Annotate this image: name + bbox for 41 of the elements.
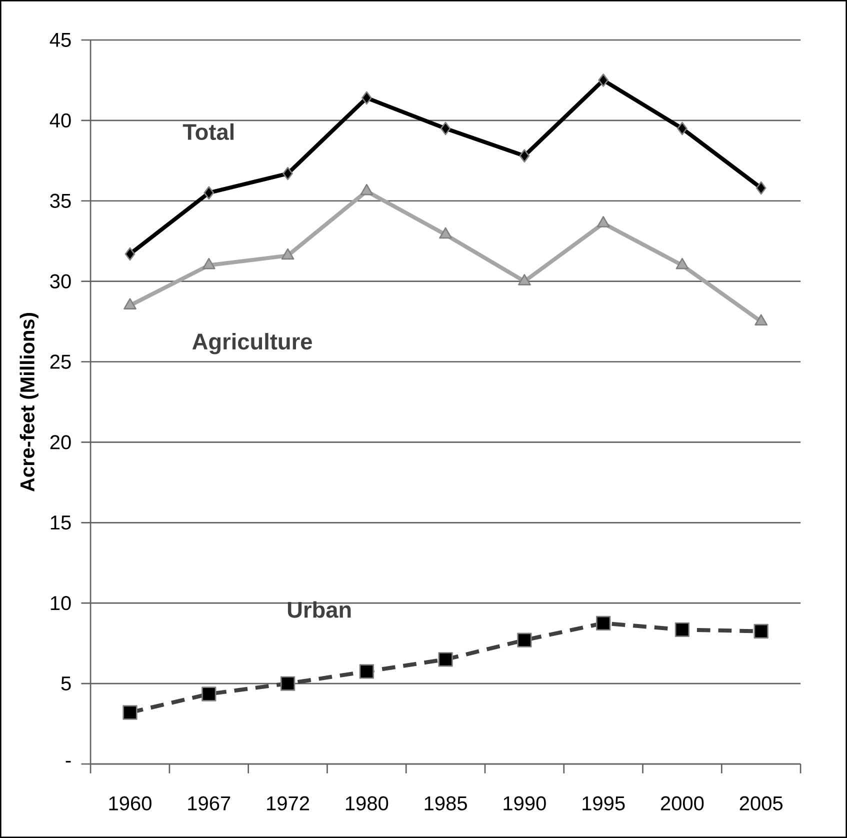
- point: [518, 274, 531, 286]
- point: [519, 149, 530, 162]
- point: [204, 186, 214, 200]
- point: [281, 248, 294, 260]
- point: [124, 298, 136, 310]
- point: [596, 216, 610, 228]
- point: [124, 247, 136, 261]
- y-axis-title: Acre-feet (Millions): [20, 312, 38, 492]
- point: [360, 184, 374, 196]
- y-tick-label: 45: [50, 33, 71, 47]
- point: [677, 122, 688, 136]
- point: [676, 258, 689, 270]
- point: [440, 122, 451, 136]
- y-tick-label: 30: [50, 274, 71, 288]
- y-tick-label: 35: [50, 194, 71, 208]
- point: [439, 227, 452, 239]
- text: Agriculture: [192, 332, 312, 354]
- x-tick-label: 2005: [740, 796, 783, 810]
- y-tick-label: 10: [50, 596, 71, 610]
- x-tick-label: 1990: [504, 796, 546, 810]
- point: [282, 166, 293, 180]
- y-tick-label: 15: [50, 516, 71, 530]
- text: Total: [182, 123, 234, 140]
- x-tick-label: 1985: [424, 796, 467, 810]
- y-tick-label: 20: [50, 435, 71, 450]
- x-tick-label: 1995: [582, 796, 625, 810]
- point: [754, 314, 768, 326]
- text: Urban: [288, 601, 351, 618]
- y-tick-label: 5: [61, 676, 71, 691]
- x-tick-label: 2000: [660, 796, 704, 810]
- point: [202, 258, 216, 270]
- point: [756, 181, 766, 195]
- point: [598, 74, 608, 87]
- x-tick-label: 1960: [109, 796, 152, 810]
- y-tick-label: 40: [50, 113, 71, 128]
- x-tick-label: 1980: [346, 796, 388, 810]
- x-tick-label: 1967: [188, 796, 230, 810]
- y-tick-label: -: [66, 760, 71, 762]
- y-tick-label: 25: [50, 354, 71, 369]
- point: [361, 91, 372, 105]
- x-tick-label: 1972: [267, 796, 310, 810]
